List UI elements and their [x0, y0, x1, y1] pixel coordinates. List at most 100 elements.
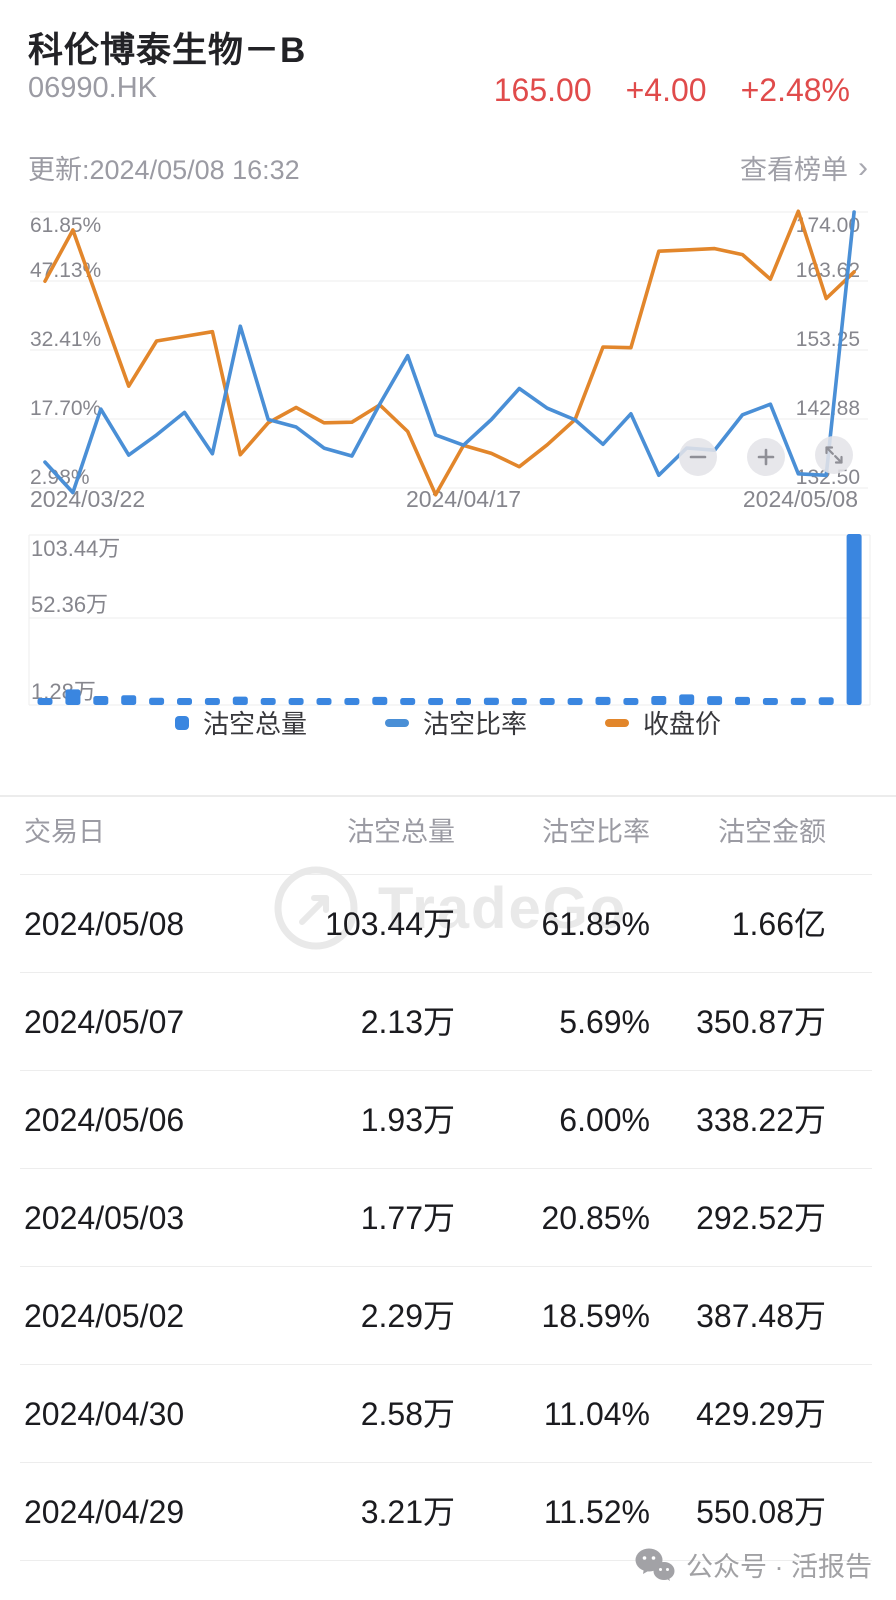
right-axis-tick: 174.00 [796, 214, 860, 237]
x-axis-tick: 2024/04/17 [406, 486, 521, 512]
stock-code: 06990.HK [28, 72, 157, 104]
short-amount-cell: 292.52万 [696, 1200, 826, 1236]
volume-bar [595, 696, 611, 705]
short-volume-cell: 2.58万 [360, 1396, 455, 1432]
volume-bar [790, 697, 806, 705]
trade-date-cell: 2024/05/06 [24, 1102, 185, 1138]
short-ratio-line [43, 210, 856, 495]
table-row: 2024/05/03 1.77万 20.85% 292.52万 [0, 1169, 896, 1267]
volume-axis-tick: 103.44万 [31, 536, 120, 561]
volume-bar [37, 698, 53, 705]
table-row: 2024/04/30 2.58万 11.04% 429.29万 [0, 1365, 896, 1463]
price-change-pct: +2.48% [740, 72, 850, 108]
volume-bar [818, 697, 834, 705]
volume-bar [539, 698, 555, 705]
left-axis-tick: 32.41% [30, 328, 101, 351]
header-short-volume: 沽空总量 [347, 817, 455, 847]
view-ranking-link[interactable]: 查看榜单 › [740, 148, 868, 187]
table-row: 2024/05/07 2.13万 5.69% 350.87万 [0, 973, 896, 1071]
page-title: 科伦博泰生物－B [28, 31, 307, 70]
trade-date-cell: 2024/04/30 [24, 1396, 185, 1432]
legend-label: 沽空比率 [422, 709, 527, 739]
volume-bar [204, 698, 220, 705]
volume-bar [93, 696, 109, 705]
trade-date-cell: 2024/05/03 [24, 1200, 185, 1236]
price-change: +4.00 [625, 72, 707, 108]
table-row: 2024/05/06 1.93万 6.00% 338.22万 [0, 1071, 896, 1169]
short-volume-cell: 3.21万 [360, 1494, 455, 1530]
volume-bar [149, 697, 165, 705]
expand-chart-button[interactable] [815, 436, 853, 474]
header-trade-date: 交易日 [24, 817, 105, 847]
short-ratio-cell: 61.85% [541, 906, 650, 942]
x-axis-tick: 2024/03/22 [30, 486, 145, 512]
volume-bar [567, 698, 583, 705]
trade-date-cell: 2024/05/02 [24, 1298, 185, 1334]
volume-bar [651, 696, 667, 705]
volume-bar [344, 698, 360, 705]
wechat-watermark: 公众号 · 活报告 [634, 1545, 872, 1584]
header-short-ratio: 沽空比率 [542, 817, 650, 847]
volume-bar [288, 698, 304, 705]
expand-icon [825, 446, 843, 464]
short-volume-cell: 1.93万 [360, 1102, 455, 1138]
right-axis-tick: 153.25 [796, 328, 860, 351]
trade-date-cell: 2024/04/29 [24, 1494, 185, 1530]
chevron-right-icon: › [858, 151, 868, 184]
volume-bar [707, 696, 723, 705]
short-volume-cell: 1.77万 [360, 1200, 455, 1236]
trade-date-cell: 2024/05/08 [24, 906, 185, 942]
zoom-in-button[interactable] [747, 438, 785, 476]
volume-bar [456, 698, 471, 705]
minus-icon [689, 455, 707, 459]
volume-bar [65, 689, 81, 705]
volume-bar [177, 698, 192, 705]
zoom-out-button[interactable] [679, 438, 717, 476]
short-amount-cell: 350.87万 [696, 1004, 826, 1040]
table-row: 2024/04/29 3.21万 11.52% 550.08万 [0, 1463, 896, 1561]
x-axis-tick: 2024/05/08 [743, 486, 858, 512]
right-axis-tick: 142.88 [796, 397, 860, 420]
left-axis-tick: 61.85% [30, 214, 101, 237]
wechat-icon [635, 1548, 675, 1581]
legend-label: 收盘价 [643, 709, 722, 739]
volume-bar [372, 696, 388, 705]
close-price-line [43, 209, 856, 497]
short-amount-cell: 429.29万 [696, 1396, 826, 1432]
bar-marker-icon [174, 715, 189, 730]
table-header: 交易日 沽空总量 沽空比率 沽空金额 [0, 797, 896, 875]
table-row: 2024/05/02 2.29万 18.59% 387.48万 [0, 1267, 896, 1365]
short-ratio-cell: 6.00% [559, 1102, 650, 1138]
volume-bar [232, 696, 248, 705]
line-marker-icon [384, 718, 409, 727]
header-short-amount: 沽空金额 [718, 817, 826, 847]
quote-strip: 165.00 +4.00 +2.48% [494, 72, 850, 109]
tradego-logo-icon [274, 866, 358, 950]
volume-bar [400, 698, 416, 705]
tradego-watermark-text: TradeGo [378, 875, 628, 941]
short-amount-cell: 1.66亿 [731, 906, 826, 942]
short-amount-cell: 550.08万 [696, 1494, 826, 1530]
table-body: 2024/05/08 103.44万 61.85% 1.66亿 2024/05/07 2.… [0, 875, 896, 1561]
volume-bar [428, 698, 444, 705]
volume-bar [846, 534, 862, 705]
update-time: 更新:2024/05/08 16:32 [28, 155, 300, 185]
right-axis-tick: 163.62 [796, 259, 860, 282]
short-ratio-cell: 20.85% [541, 1200, 650, 1236]
table-row: 2024/05/08 103.44万 61.85% 1.66亿 [0, 875, 896, 973]
short-ratio-cell: 18.59% [541, 1298, 650, 1334]
short-ratio-cell: 11.52% [543, 1494, 650, 1530]
volume-bar [316, 698, 332, 705]
view-ranking-label: 查看榜单 [740, 155, 848, 185]
plus-icon [757, 448, 775, 466]
volume-bar [121, 695, 137, 705]
ratio-price-line-chart[interactable]: 61.85%47.13%32.41%17.70%2.98%174.00163.6… [0, 190, 896, 520]
trade-date-cell: 2024/05/07 [24, 1004, 185, 1040]
legend-item-short-ratio: 沽空比率 [384, 704, 527, 741]
volume-bar [623, 698, 639, 705]
left-axis-tick: 17.70% [30, 397, 101, 420]
volume-bar [511, 698, 527, 705]
tradego-watermark: TradeGo [268, 856, 668, 960]
